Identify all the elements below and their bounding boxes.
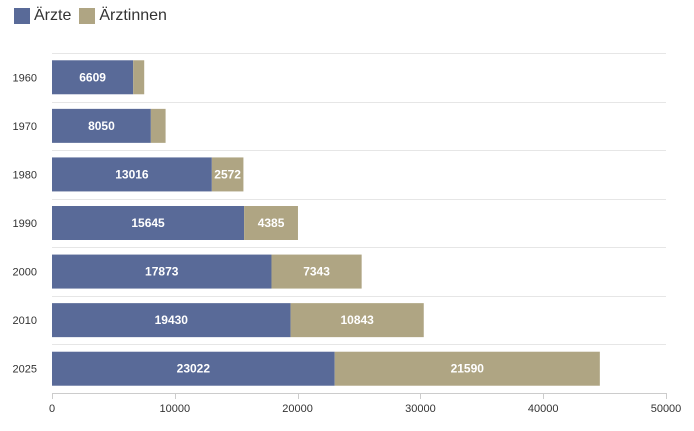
y-tick-label: 2000 [13,267,37,279]
bar-value-label: 10843 [340,313,374,327]
x-tick-label: 40000 [528,403,559,415]
bar-value-label: 2572 [214,167,241,181]
bar-aerztinnen[interactable] [133,60,145,95]
bar-aerzte[interactable] [52,157,212,192]
bar-value-label: 19430 [155,313,189,327]
x-tick-label: 30000 [405,403,436,415]
bar-value-label: 7343 [303,265,330,279]
bar-aerzte[interactable] [52,60,134,95]
x-tick-label: 50000 [651,403,682,415]
y-tick-label: 1990 [13,218,37,230]
legend-item-aerztinnen[interactable]: Ärztinnen [79,8,167,24]
legend-item-aerzte[interactable]: Ärzte [14,8,71,24]
bar-aerzte[interactable] [52,108,151,143]
y-tick-label: 2010 [13,315,37,327]
y-tick-label: 1970 [13,121,37,133]
bar-aerzte[interactable] [52,206,245,240]
legend-label-aerztinnen: Ärztinnen [99,7,167,24]
bar-value-label: 23022 [177,362,211,376]
legend: Ärzte Ärztinnen [14,4,175,28]
bar-value-label: 13016 [115,167,149,181]
x-tick-label: 20000 [282,403,313,415]
bar-aerzte[interactable] [52,303,291,338]
bar-value-label: 21590 [451,362,485,376]
bar-aerztinnen[interactable] [334,351,600,386]
bar-aerztinnen[interactable] [150,108,166,143]
bar-value-label: 8050 [88,119,115,133]
x-tick-label: 0 [49,403,55,415]
bar-aerzte[interactable] [52,254,272,289]
y-tick-label: 1960 [13,72,37,84]
bar-aerzte[interactable] [52,351,335,386]
bar-value-label: 4385 [258,216,285,230]
bar-aerztinnen[interactable] [211,157,244,192]
bar-aerztinnen[interactable] [244,206,298,240]
y-tick-label: 2025 [13,364,37,376]
bar-value-label: 17873 [145,265,179,279]
legend-swatch-aerzte [14,8,30,24]
bar-aerztinnen[interactable] [271,254,362,289]
bar-aerztinnen[interactable] [290,303,424,338]
x-tick-label: 10000 [160,403,191,415]
legend-label-aerzte: Ärzte [34,7,72,24]
bar-value-label: 15645 [131,216,165,230]
bar-value-label: 6609 [79,70,106,84]
legend-swatch-aerztinnen [79,8,96,24]
y-tick-label: 1980 [13,169,37,181]
